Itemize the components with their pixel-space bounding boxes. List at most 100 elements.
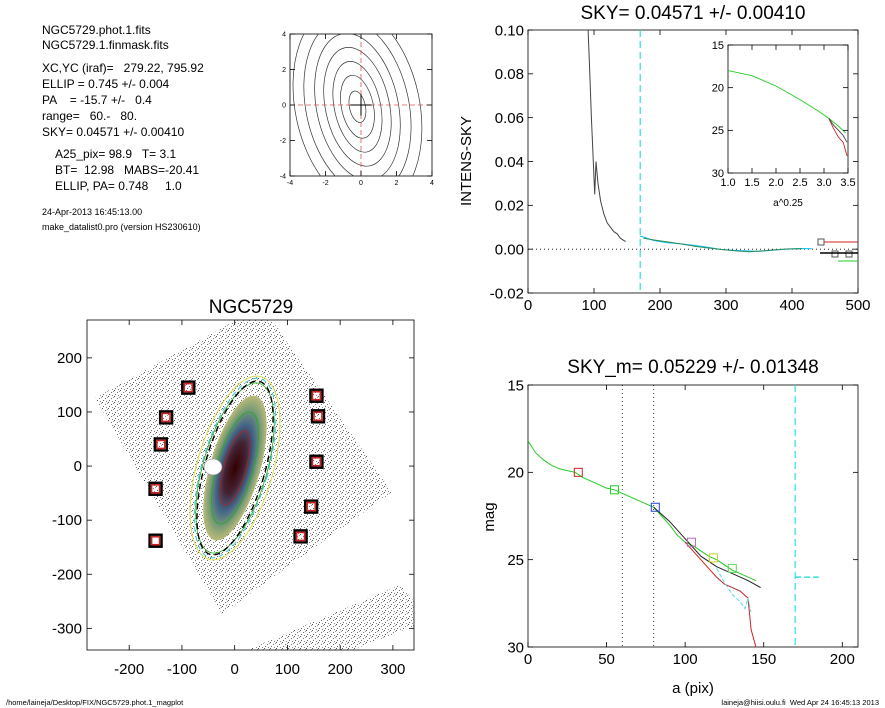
contour-line	[323, 47, 392, 167]
header-line-6: SKY= 0.04571 +/- 0.00410	[42, 125, 185, 139]
contour-ytick-label: 0	[282, 102, 286, 109]
inset-xtick-label: 1.0	[720, 177, 735, 189]
mag-box-marker	[573, 467, 583, 477]
image-ytick-label: -100	[52, 512, 82, 529]
contour-ytick-label: -4	[280, 173, 286, 180]
header-line-1: NGC5729.1.finmask.fits	[42, 38, 169, 52]
contour-plot: -4 -2 0 2 4 4 2 0 -2 -4	[280, 31, 434, 187]
sky-plot-ylabel: INTENS-SKY	[458, 116, 475, 206]
image-xtick-label: 100	[275, 661, 300, 678]
mag-plot-frame	[527, 384, 859, 648]
contour-line	[314, 34, 401, 176]
sky-inset-xlabel: a^0.25	[773, 198, 803, 209]
mag-xtick-label: 200	[830, 651, 855, 668]
galaxy-fit-ellipse	[196, 380, 274, 556]
header-line-9: ELLIP, PA= 0.748 1.0	[55, 179, 182, 193]
inset-xtick-label: 3.0	[816, 177, 831, 189]
mag-xtick-label: 50	[598, 651, 615, 668]
inset-ytick-label: 30	[712, 168, 724, 180]
masked-star-box-inner	[306, 501, 316, 512]
masked-star-box	[293, 529, 308, 544]
mag-xtick-label: 0	[524, 651, 532, 668]
mag-series-line-3	[716, 568, 752, 613]
sky-ytick-label: 0.04	[495, 154, 524, 171]
sky-xtick-label: 500	[845, 297, 870, 314]
contour-line	[348, 90, 367, 123]
sky-ytick-label: 0.06	[495, 110, 524, 127]
masked-star-box	[181, 380, 196, 395]
contour-xtick-label: 0	[359, 180, 363, 187]
inset-ytick-label: 25	[712, 125, 724, 137]
galaxy-image-frame	[86, 319, 415, 651]
masked-star-box-inner	[161, 412, 171, 423]
masked-star-box	[158, 410, 174, 425]
masked-star-box-inner	[311, 390, 322, 401]
masked-star-box-inner	[183, 382, 194, 393]
masked-star-box-inner	[156, 439, 166, 450]
image-xtick-label: 200	[328, 661, 353, 678]
masked-star-box	[303, 499, 319, 514]
inset-xtick-label: 2.5	[792, 177, 807, 189]
galaxy-fit-ellipse-cyan	[193, 377, 277, 559]
contour-xtick-label: -2	[322, 180, 328, 187]
image-ytick-label: -300	[52, 620, 82, 637]
inset-series-line-2	[828, 118, 848, 143]
header-line-3: ELLIP = 0.745 +/- 0.004	[42, 77, 170, 91]
galaxy-isophote	[189, 375, 281, 561]
mag-series-line-0	[528, 440, 757, 582]
mag-xtick-label: 150	[751, 651, 776, 668]
sky-right-markers	[817, 238, 858, 262]
image-ytick-label: 200	[57, 350, 82, 367]
mag-box-marker	[686, 537, 696, 547]
sky-series-line-2	[643, 237, 802, 253]
mag-box-marker	[727, 563, 737, 573]
mag-ytick-label: 25	[507, 552, 524, 569]
galaxy-star	[203, 458, 223, 476]
contour-line	[340, 74, 375, 139]
mag-series-line-2	[653, 506, 761, 589]
header-program: make_datalist0.pro (version HS230610)	[42, 222, 201, 232]
masked-star-box	[310, 409, 326, 424]
galaxy-isophote	[219, 430, 251, 506]
masked-star-box-inner	[313, 411, 323, 422]
inset-ytick-label: 15	[712, 40, 724, 52]
inset-xtick-label: 3.5	[840, 177, 855, 189]
sky-ytick-label: 0.08	[495, 66, 524, 83]
header-line-0: NGC5729.phot.1.fits	[42, 23, 151, 37]
sky-xtick-label: 200	[647, 297, 672, 314]
mag-ytick-label: 30	[507, 639, 524, 656]
galaxy-isophote	[195, 382, 275, 554]
mag-ytick-label: 15	[507, 377, 524, 394]
sky-inset: 1.0 1.5 2.0 2.5 3.0 3.5 15 20 25 30 a^0.25	[712, 40, 856, 209]
inset-series-line-1	[828, 118, 848, 157]
sky-xtick-label: 400	[779, 297, 804, 314]
masked-star-box-inner	[311, 456, 322, 467]
sky-plot-title: SKY= 0.04571 +/- 0.00410	[580, 3, 805, 24]
sky-inset-frame	[727, 44, 849, 174]
image-ytick-label: 100	[57, 404, 82, 421]
sky-xtick-label: 300	[713, 297, 738, 314]
image-xtick-label: -100	[167, 661, 197, 678]
header-date: 24-Apr-2013 16:45:13.00	[42, 207, 143, 217]
mag-ytick-label: 20	[507, 465, 524, 482]
galaxy-image-title: NGC5729	[209, 297, 294, 318]
masked-star-box	[153, 437, 169, 452]
sky-ytick-label: 0.00	[495, 241, 524, 258]
inset-xtick-label: 2.0	[768, 177, 783, 189]
inset-ytick-label: 20	[712, 83, 724, 95]
contour-xtick-label: 4	[430, 180, 434, 187]
mag-plot-xlabel: a (pix)	[672, 680, 714, 697]
image-ytick-label: -200	[52, 566, 82, 583]
inset-xtick-label: 1.5	[744, 177, 759, 189]
contour-ytick-label: 4	[282, 31, 286, 38]
contour-ytick-label: 2	[282, 67, 286, 74]
mag-plot-title: SKY_m= 0.05229 +/- 0.01348	[567, 357, 818, 378]
mag-plot-ylabel: mag	[481, 502, 498, 531]
contour-xtick-label: 2	[395, 180, 399, 187]
masked-star-box	[309, 388, 324, 403]
image-ytick-label: 0	[74, 458, 82, 475]
sky-marker-box	[845, 250, 853, 258]
footer-user-time: laineja@hiisi.oulu.fi Wed Apr 24 16:45:1…	[721, 698, 879, 707]
footer-path: /home/laineja/Desktop/FIX/NGC5729.phot.1…	[6, 698, 184, 707]
